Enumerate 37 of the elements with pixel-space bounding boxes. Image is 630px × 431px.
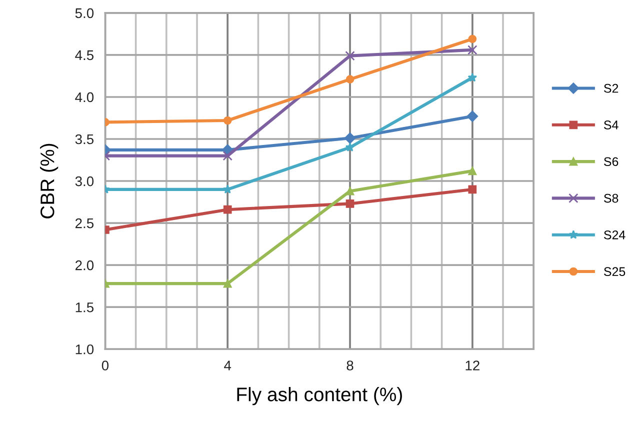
x-tick-label: 12 bbox=[466, 360, 480, 370]
point bbox=[468, 45, 478, 55]
point bbox=[222, 184, 232, 194]
y-tick-label: 4.0 bbox=[75, 92, 94, 102]
point bbox=[223, 279, 232, 288]
point bbox=[468, 185, 477, 194]
point bbox=[346, 200, 354, 208]
legend-label: S8 bbox=[604, 194, 618, 203]
point bbox=[468, 166, 477, 176]
y-tick-label: 3.5 bbox=[75, 134, 94, 144]
y-tick-label: 1.5 bbox=[76, 302, 94, 312]
point bbox=[223, 116, 232, 125]
point bbox=[222, 150, 232, 161]
point bbox=[345, 142, 355, 152]
point bbox=[223, 205, 232, 214]
y-tick-label: 2.5 bbox=[75, 218, 94, 228]
point bbox=[345, 50, 355, 61]
y-tick-label: 1.0 bbox=[76, 344, 94, 354]
y-tick-label: 3.0 bbox=[75, 176, 94, 186]
y-tick-label: 2.0 bbox=[75, 260, 94, 270]
x-tick-label: 4 bbox=[224, 360, 232, 370]
y-tick-label: 5.0 bbox=[75, 8, 94, 18]
point bbox=[346, 75, 354, 84]
legend-label: S6 bbox=[604, 157, 618, 166]
point bbox=[468, 72, 478, 82]
point bbox=[468, 34, 477, 44]
legend-label: S4 bbox=[604, 120, 618, 130]
y-axis-title: CBR (%) bbox=[40, 144, 58, 218]
x-axis-title: Fly ash content (%) bbox=[237, 387, 402, 406]
x-tick-label: 8 bbox=[346, 360, 354, 370]
legend-label: S24 bbox=[604, 230, 626, 240]
point bbox=[344, 132, 356, 144]
y-tick-label: 4.5 bbox=[75, 50, 94, 60]
legend-label: S25 bbox=[604, 267, 626, 276]
x-tick-label: 0 bbox=[102, 360, 109, 370]
point bbox=[466, 110, 478, 122]
legend-label: S2 bbox=[604, 84, 618, 93]
